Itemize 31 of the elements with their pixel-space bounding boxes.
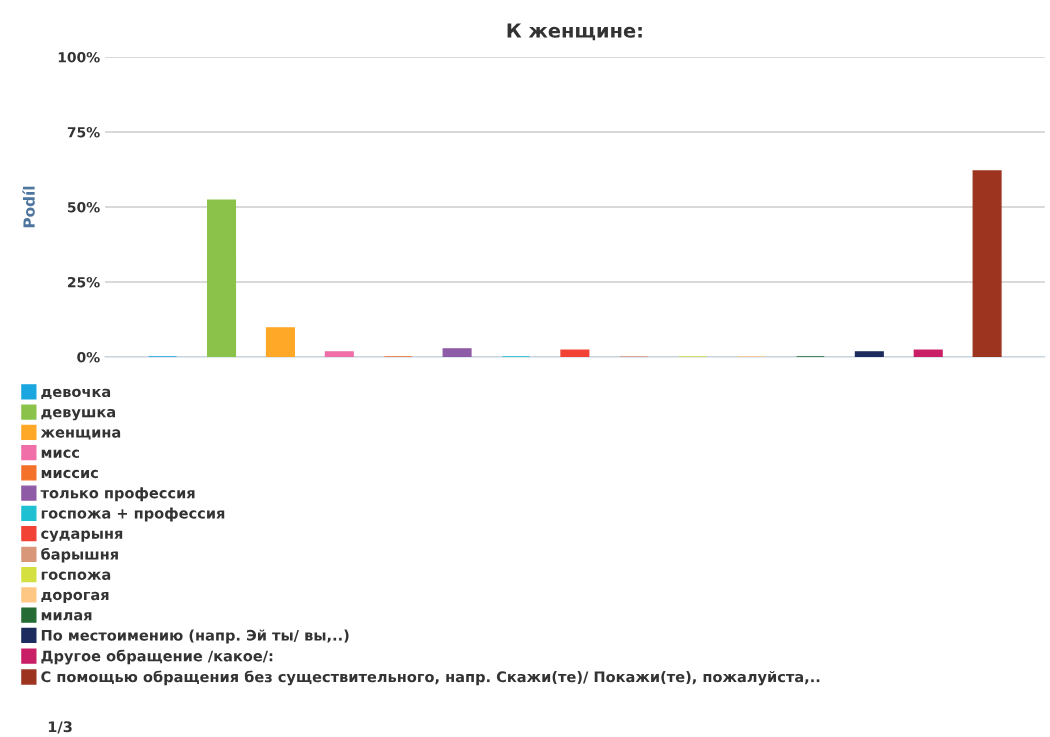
bar bbox=[324, 351, 354, 357]
bar bbox=[442, 348, 472, 357]
chart-title: К женщине: bbox=[507, 23, 642, 41]
bar bbox=[913, 349, 943, 357]
y-axis-title: Podíl bbox=[22, 186, 35, 228]
legend-label: милая bbox=[41, 612, 92, 621]
bar bbox=[854, 351, 884, 357]
legend-label: дорогая bbox=[41, 591, 109, 604]
legend-label: девочка bbox=[41, 388, 111, 399]
legend-label: миссис bbox=[41, 469, 98, 479]
y-tick-label: 100% bbox=[58, 51, 100, 63]
legend-label: сударыня bbox=[41, 530, 123, 542]
legend-label: госпожа + профессия bbox=[41, 507, 225, 522]
y-tick-label: 75% bbox=[67, 126, 100, 138]
legend-label: девушка bbox=[41, 408, 116, 421]
legend-label: С помощью обращения без существительного, напр. Скажи(те)/ Покажи(те), пожалуйста,.. bbox=[41, 670, 820, 686]
legend-label: госпожа bbox=[41, 571, 111, 580]
bar bbox=[206, 199, 237, 357]
legend-label: женщина bbox=[40, 429, 121, 440]
legend-label: По местоимению (напр. Эй ты/ вы,..) bbox=[41, 629, 349, 644]
legend-label: барышня bbox=[41, 547, 118, 563]
bar bbox=[265, 327, 295, 357]
bar bbox=[560, 349, 590, 357]
legend-label: только профессия bbox=[40, 487, 195, 502]
y-tick-label: 50% bbox=[67, 201, 100, 213]
y-tick-label: 0% bbox=[77, 351, 100, 363]
text: 1/3 bbox=[48, 721, 72, 734]
bar bbox=[972, 170, 1002, 357]
legend-label: мисс bbox=[41, 449, 79, 458]
y-tick-label: 25% bbox=[67, 276, 100, 288]
legend-label: Другое обращение /какое/: bbox=[41, 649, 273, 665]
